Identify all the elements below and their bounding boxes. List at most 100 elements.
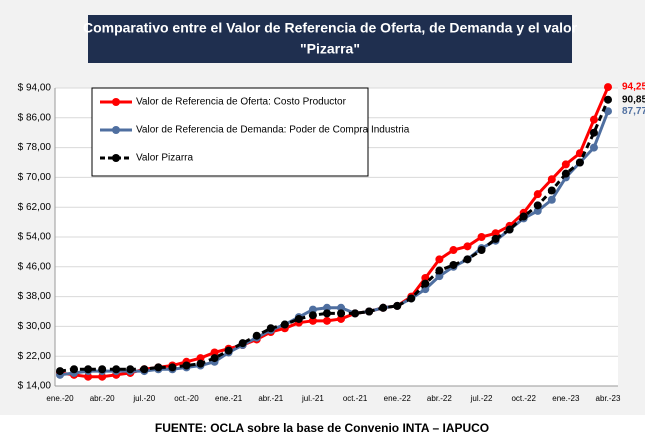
source: FUENTE: OCLA sobre la base de Convenio I… bbox=[155, 421, 489, 435]
point bbox=[491, 229, 500, 238]
point bbox=[547, 175, 556, 184]
x-tick-label: abr.-22 bbox=[427, 394, 452, 403]
point bbox=[491, 234, 500, 243]
point bbox=[84, 372, 93, 381]
y-tick-label: $ 62,00 bbox=[18, 202, 52, 213]
point bbox=[407, 294, 416, 303]
point bbox=[266, 324, 275, 333]
point bbox=[604, 83, 612, 92]
legend-label: Valor de Referencia de Oferta: Costo Pro… bbox=[136, 97, 347, 108]
point bbox=[294, 314, 303, 323]
point bbox=[519, 212, 528, 221]
point bbox=[70, 365, 79, 374]
point bbox=[421, 273, 430, 282]
point bbox=[98, 365, 107, 374]
point bbox=[589, 115, 598, 124]
legend-box bbox=[91, 87, 369, 177]
x-tick-label: ene.-23 bbox=[552, 394, 580, 403]
point bbox=[393, 301, 402, 310]
point bbox=[604, 95, 612, 104]
point bbox=[477, 246, 486, 255]
point bbox=[421, 279, 430, 288]
point bbox=[561, 160, 570, 169]
point bbox=[224, 346, 233, 355]
point bbox=[604, 107, 612, 116]
x-tick-label: oct.-22 bbox=[511, 394, 536, 403]
x-tick-label: jul.-21 bbox=[301, 394, 324, 403]
point bbox=[308, 316, 317, 325]
series-line bbox=[59, 99, 610, 373]
x-tick-label: abr.-23 bbox=[596, 394, 621, 403]
data-label: 87,77 bbox=[622, 106, 645, 117]
point bbox=[56, 367, 64, 376]
point bbox=[337, 314, 346, 323]
point bbox=[98, 372, 107, 381]
x-tick-label: oct.-21 bbox=[343, 394, 368, 403]
y-tick-label: $ 70,00 bbox=[18, 172, 52, 183]
point bbox=[322, 303, 331, 312]
point bbox=[589, 143, 598, 152]
point bbox=[463, 242, 472, 251]
x-tick-label: jul.-22 bbox=[470, 394, 493, 403]
point bbox=[112, 365, 121, 374]
x-tick-label: abr.-20 bbox=[90, 394, 115, 403]
point bbox=[280, 320, 289, 329]
point bbox=[308, 311, 317, 320]
x-tick-label: ene.-22 bbox=[384, 394, 412, 403]
point bbox=[575, 158, 584, 167]
point bbox=[449, 246, 458, 255]
point bbox=[84, 365, 93, 374]
point bbox=[547, 195, 556, 204]
point bbox=[337, 309, 346, 318]
point bbox=[477, 233, 486, 241]
y-tick-label: $ 22,00 bbox=[18, 351, 52, 362]
legend-label: Valor de Referencia de Demanda: Poder de… bbox=[136, 125, 410, 136]
y-tick-label: $ 94,00 bbox=[18, 83, 52, 94]
point bbox=[505, 225, 514, 234]
point bbox=[252, 331, 261, 340]
chart-title: Comparativo entre el Valor de Referencia… bbox=[83, 20, 578, 36]
legend-marker bbox=[112, 154, 120, 162]
y-tick-label: $ 30,00 bbox=[18, 321, 52, 332]
point bbox=[168, 363, 177, 372]
x-tick-label: ene.-20 bbox=[46, 394, 74, 403]
point bbox=[140, 365, 149, 374]
point bbox=[182, 361, 191, 370]
point bbox=[547, 186, 556, 195]
x-tick-label: jul.-20 bbox=[132, 394, 155, 403]
point bbox=[533, 190, 542, 199]
point bbox=[379, 303, 388, 312]
point bbox=[533, 201, 542, 210]
legend-marker bbox=[112, 126, 120, 134]
point bbox=[154, 363, 163, 372]
point bbox=[365, 307, 374, 316]
point bbox=[337, 303, 346, 312]
point bbox=[322, 309, 331, 318]
point bbox=[210, 354, 219, 363]
y-tick-label: $ 14,00 bbox=[18, 381, 52, 392]
point bbox=[196, 354, 205, 363]
point bbox=[196, 359, 205, 368]
data-label: 94,25 bbox=[622, 82, 645, 93]
x-tick-label: ene.-21 bbox=[215, 394, 243, 403]
x-tick-label: oct.-20 bbox=[174, 394, 199, 403]
point bbox=[435, 266, 444, 275]
point bbox=[351, 309, 360, 318]
data-label: 90,85 bbox=[622, 94, 645, 105]
point bbox=[435, 255, 444, 264]
y-tick-label: $ 38,00 bbox=[18, 291, 52, 302]
y-tick-label: $ 86,00 bbox=[18, 112, 52, 123]
point bbox=[322, 316, 331, 325]
y-tick-label: $ 46,00 bbox=[18, 261, 52, 272]
chart-title: "Pizarra" bbox=[300, 41, 360, 57]
point bbox=[561, 169, 570, 178]
point bbox=[463, 255, 472, 264]
y-tick-label: $ 54,00 bbox=[18, 232, 52, 243]
y-tick-label: $ 78,00 bbox=[18, 142, 52, 153]
legend-marker bbox=[112, 98, 120, 106]
point bbox=[210, 348, 219, 357]
point bbox=[589, 128, 598, 137]
point bbox=[533, 206, 542, 215]
point bbox=[449, 260, 458, 269]
